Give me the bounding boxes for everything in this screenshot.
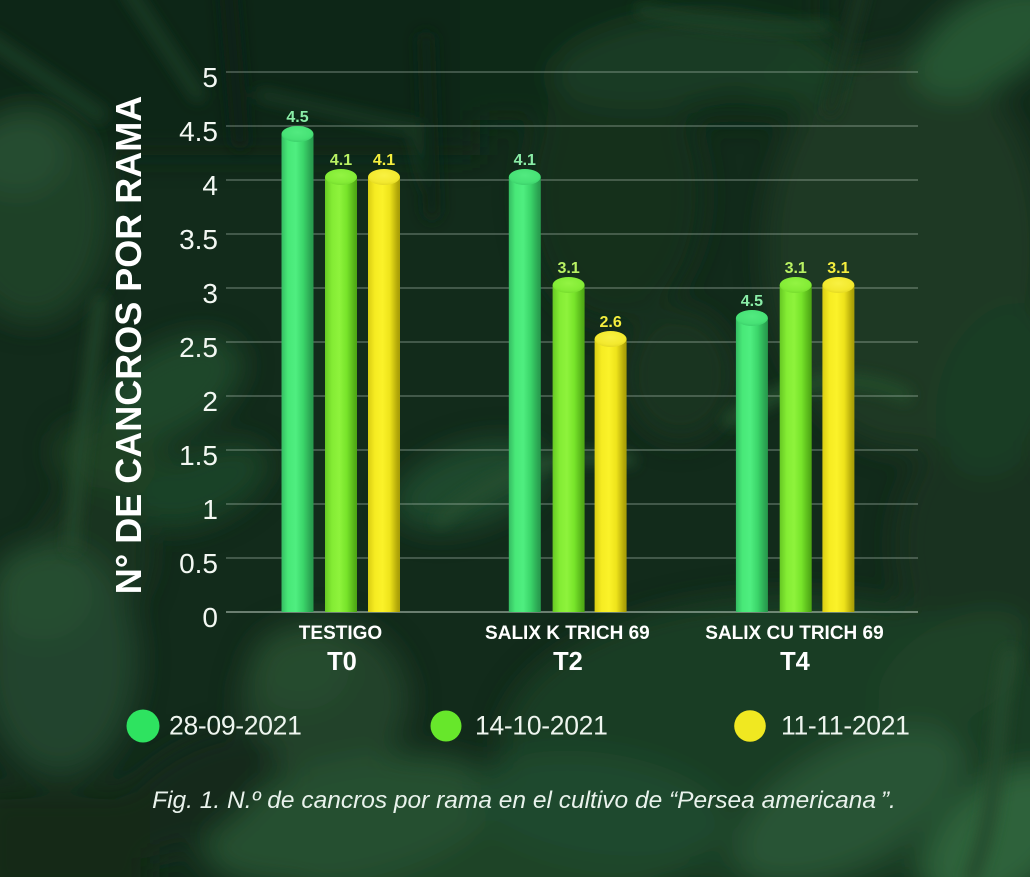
- svg-text:3.5: 3.5: [179, 224, 218, 255]
- svg-text:3.1: 3.1: [785, 260, 807, 277]
- svg-text:T2: T2: [553, 648, 583, 676]
- svg-text:Fig. 1. N.º de cancros por ram: Fig. 1. N.º de cancros por rama en el cu…: [152, 787, 896, 814]
- svg-text:TESTIGO: TESTIGO: [299, 623, 382, 644]
- svg-text:3.1: 3.1: [557, 260, 579, 277]
- svg-text:2.5: 2.5: [179, 332, 218, 363]
- svg-text:4.5: 4.5: [286, 109, 308, 126]
- svg-text:4.1: 4.1: [330, 152, 352, 169]
- svg-text:4.5: 4.5: [179, 116, 218, 147]
- svg-text:28-09-2021: 28-09-2021: [169, 711, 302, 741]
- svg-text:0: 0: [202, 602, 218, 633]
- svg-text:14-10-2021: 14-10-2021: [475, 711, 608, 741]
- svg-text:5: 5: [202, 62, 218, 93]
- svg-text:0.5: 0.5: [179, 548, 218, 579]
- svg-text:2.6: 2.6: [599, 314, 621, 331]
- svg-text:N° DE CANCROS POR RAMA: N° DE CANCROS POR RAMA: [108, 96, 149, 594]
- svg-text:4: 4: [202, 170, 218, 201]
- svg-text:2: 2: [202, 386, 218, 417]
- svg-text:1: 1: [202, 494, 218, 525]
- svg-text:SALIX CU TRICH 69: SALIX CU TRICH 69: [705, 623, 883, 644]
- svg-text:11-11-2021: 11-11-2021: [781, 711, 910, 741]
- svg-text:4.5: 4.5: [741, 293, 763, 310]
- svg-text:3.1: 3.1: [827, 260, 849, 277]
- svg-text:4.1: 4.1: [373, 152, 395, 169]
- svg-text:T4: T4: [780, 648, 811, 676]
- svg-text:4.1: 4.1: [514, 152, 536, 169]
- svg-text:1.5: 1.5: [179, 440, 218, 471]
- svg-text:SALIX K TRICH 69: SALIX K TRICH 69: [485, 623, 650, 644]
- svg-text:3: 3: [202, 278, 218, 309]
- svg-text:T0: T0: [327, 648, 357, 676]
